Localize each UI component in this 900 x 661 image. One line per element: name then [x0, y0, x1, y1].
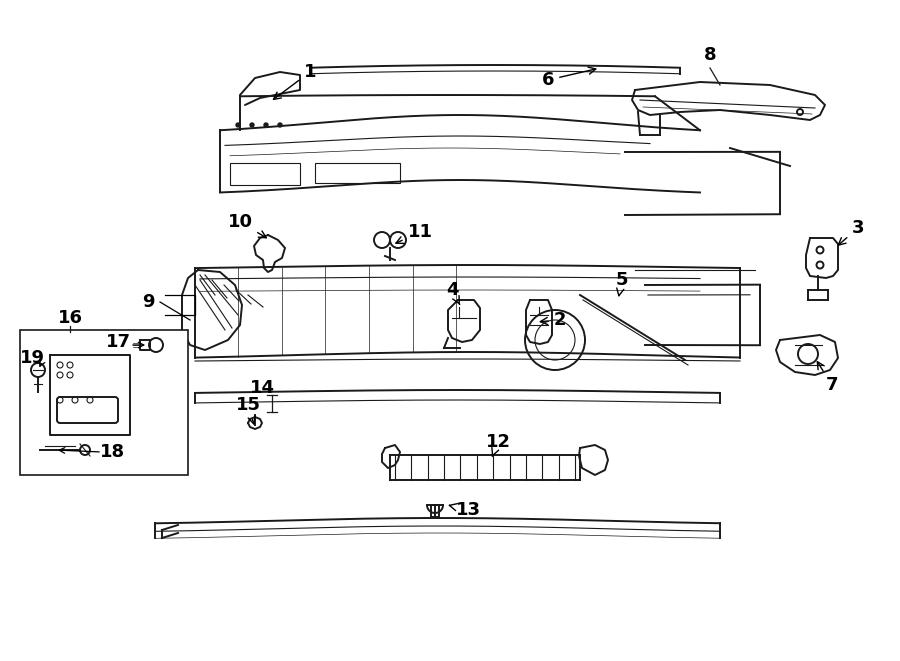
Circle shape [264, 123, 268, 127]
Text: 9: 9 [142, 293, 154, 311]
Circle shape [278, 123, 282, 127]
Text: 3: 3 [838, 219, 864, 245]
Text: 8: 8 [704, 46, 716, 64]
Text: 19: 19 [20, 349, 44, 367]
Text: 17: 17 [105, 333, 130, 351]
Text: 13: 13 [449, 501, 481, 519]
Text: 5: 5 [616, 271, 628, 295]
Text: 7: 7 [817, 362, 838, 394]
Text: 10: 10 [228, 213, 266, 238]
Circle shape [236, 123, 240, 127]
Text: 18: 18 [99, 443, 124, 461]
Text: 16: 16 [58, 309, 83, 327]
Bar [230, 163, 300, 185]
Text: 6: 6 [542, 67, 596, 89]
Text: 1: 1 [274, 63, 316, 99]
Bar [315, 163, 400, 183]
Bar [20, 330, 188, 475]
Circle shape [250, 123, 254, 127]
Text: 2: 2 [540, 311, 566, 329]
Text: 14: 14 [249, 379, 274, 397]
Text: 12: 12 [485, 433, 510, 457]
Text: 15: 15 [236, 396, 260, 424]
Text: 4: 4 [446, 281, 460, 304]
Text: 11: 11 [396, 223, 433, 243]
